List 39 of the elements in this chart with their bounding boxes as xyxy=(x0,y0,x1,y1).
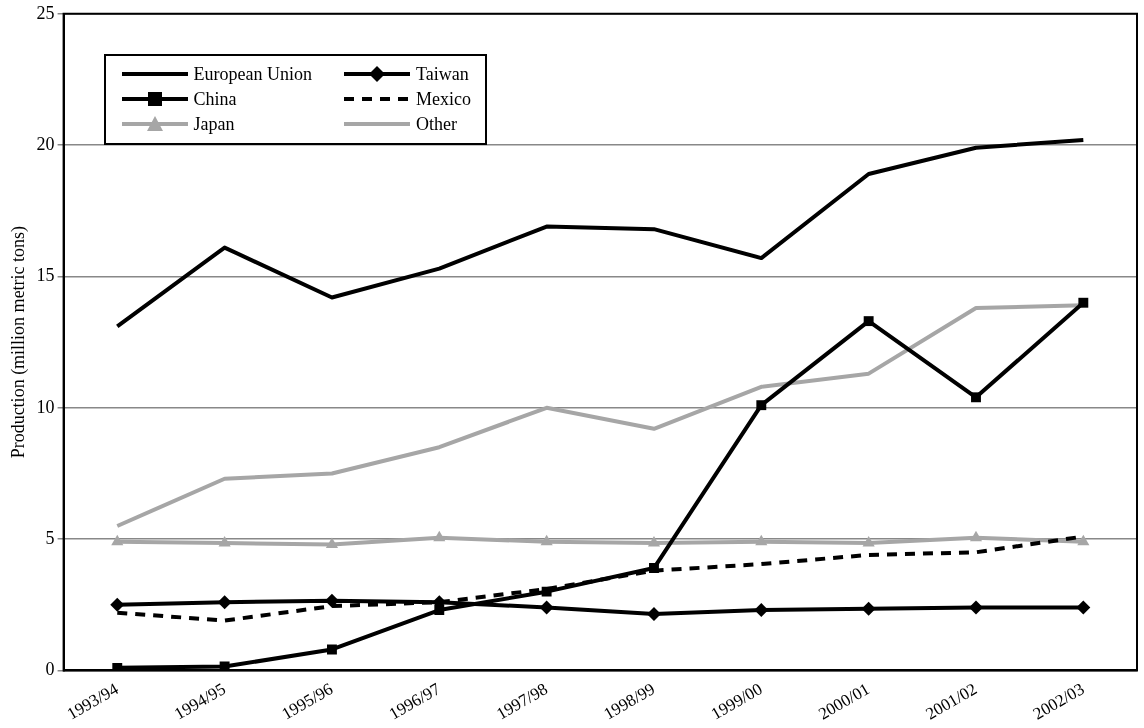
y-tick-label: 15 xyxy=(36,265,55,286)
legend-label: Other xyxy=(416,113,458,135)
point xyxy=(541,586,552,597)
point xyxy=(971,392,981,403)
point xyxy=(540,534,553,546)
point xyxy=(755,534,768,546)
point xyxy=(756,400,767,411)
point xyxy=(1076,600,1091,615)
point xyxy=(325,537,339,548)
point xyxy=(754,603,769,618)
point xyxy=(646,607,661,621)
point xyxy=(111,534,124,546)
legend-label: European Union xyxy=(193,63,313,85)
point xyxy=(647,536,661,547)
y-tick-label: 0 xyxy=(45,659,55,680)
point xyxy=(218,536,231,547)
point xyxy=(861,601,876,616)
legend-label: Taiwan xyxy=(416,63,469,85)
point xyxy=(110,597,125,612)
point xyxy=(1077,534,1090,546)
point xyxy=(539,600,554,615)
y-tick-label: 25 xyxy=(36,2,55,23)
point xyxy=(1078,297,1089,308)
y-tick-label: 10 xyxy=(36,396,55,417)
point xyxy=(862,536,875,547)
point xyxy=(324,593,339,608)
legend-label: China xyxy=(193,88,237,110)
point xyxy=(217,595,232,610)
point xyxy=(969,530,983,542)
y-axis-title: Production (million metric tons) xyxy=(7,225,29,459)
legend-label: Mexico xyxy=(416,88,472,110)
point xyxy=(433,530,446,542)
point xyxy=(327,644,337,655)
point xyxy=(863,316,874,327)
y-tick-label: 20 xyxy=(36,133,55,154)
legend-label: Japan xyxy=(193,113,235,135)
point xyxy=(968,600,983,615)
point xyxy=(649,563,659,573)
y-tick-label: 5 xyxy=(45,527,55,548)
